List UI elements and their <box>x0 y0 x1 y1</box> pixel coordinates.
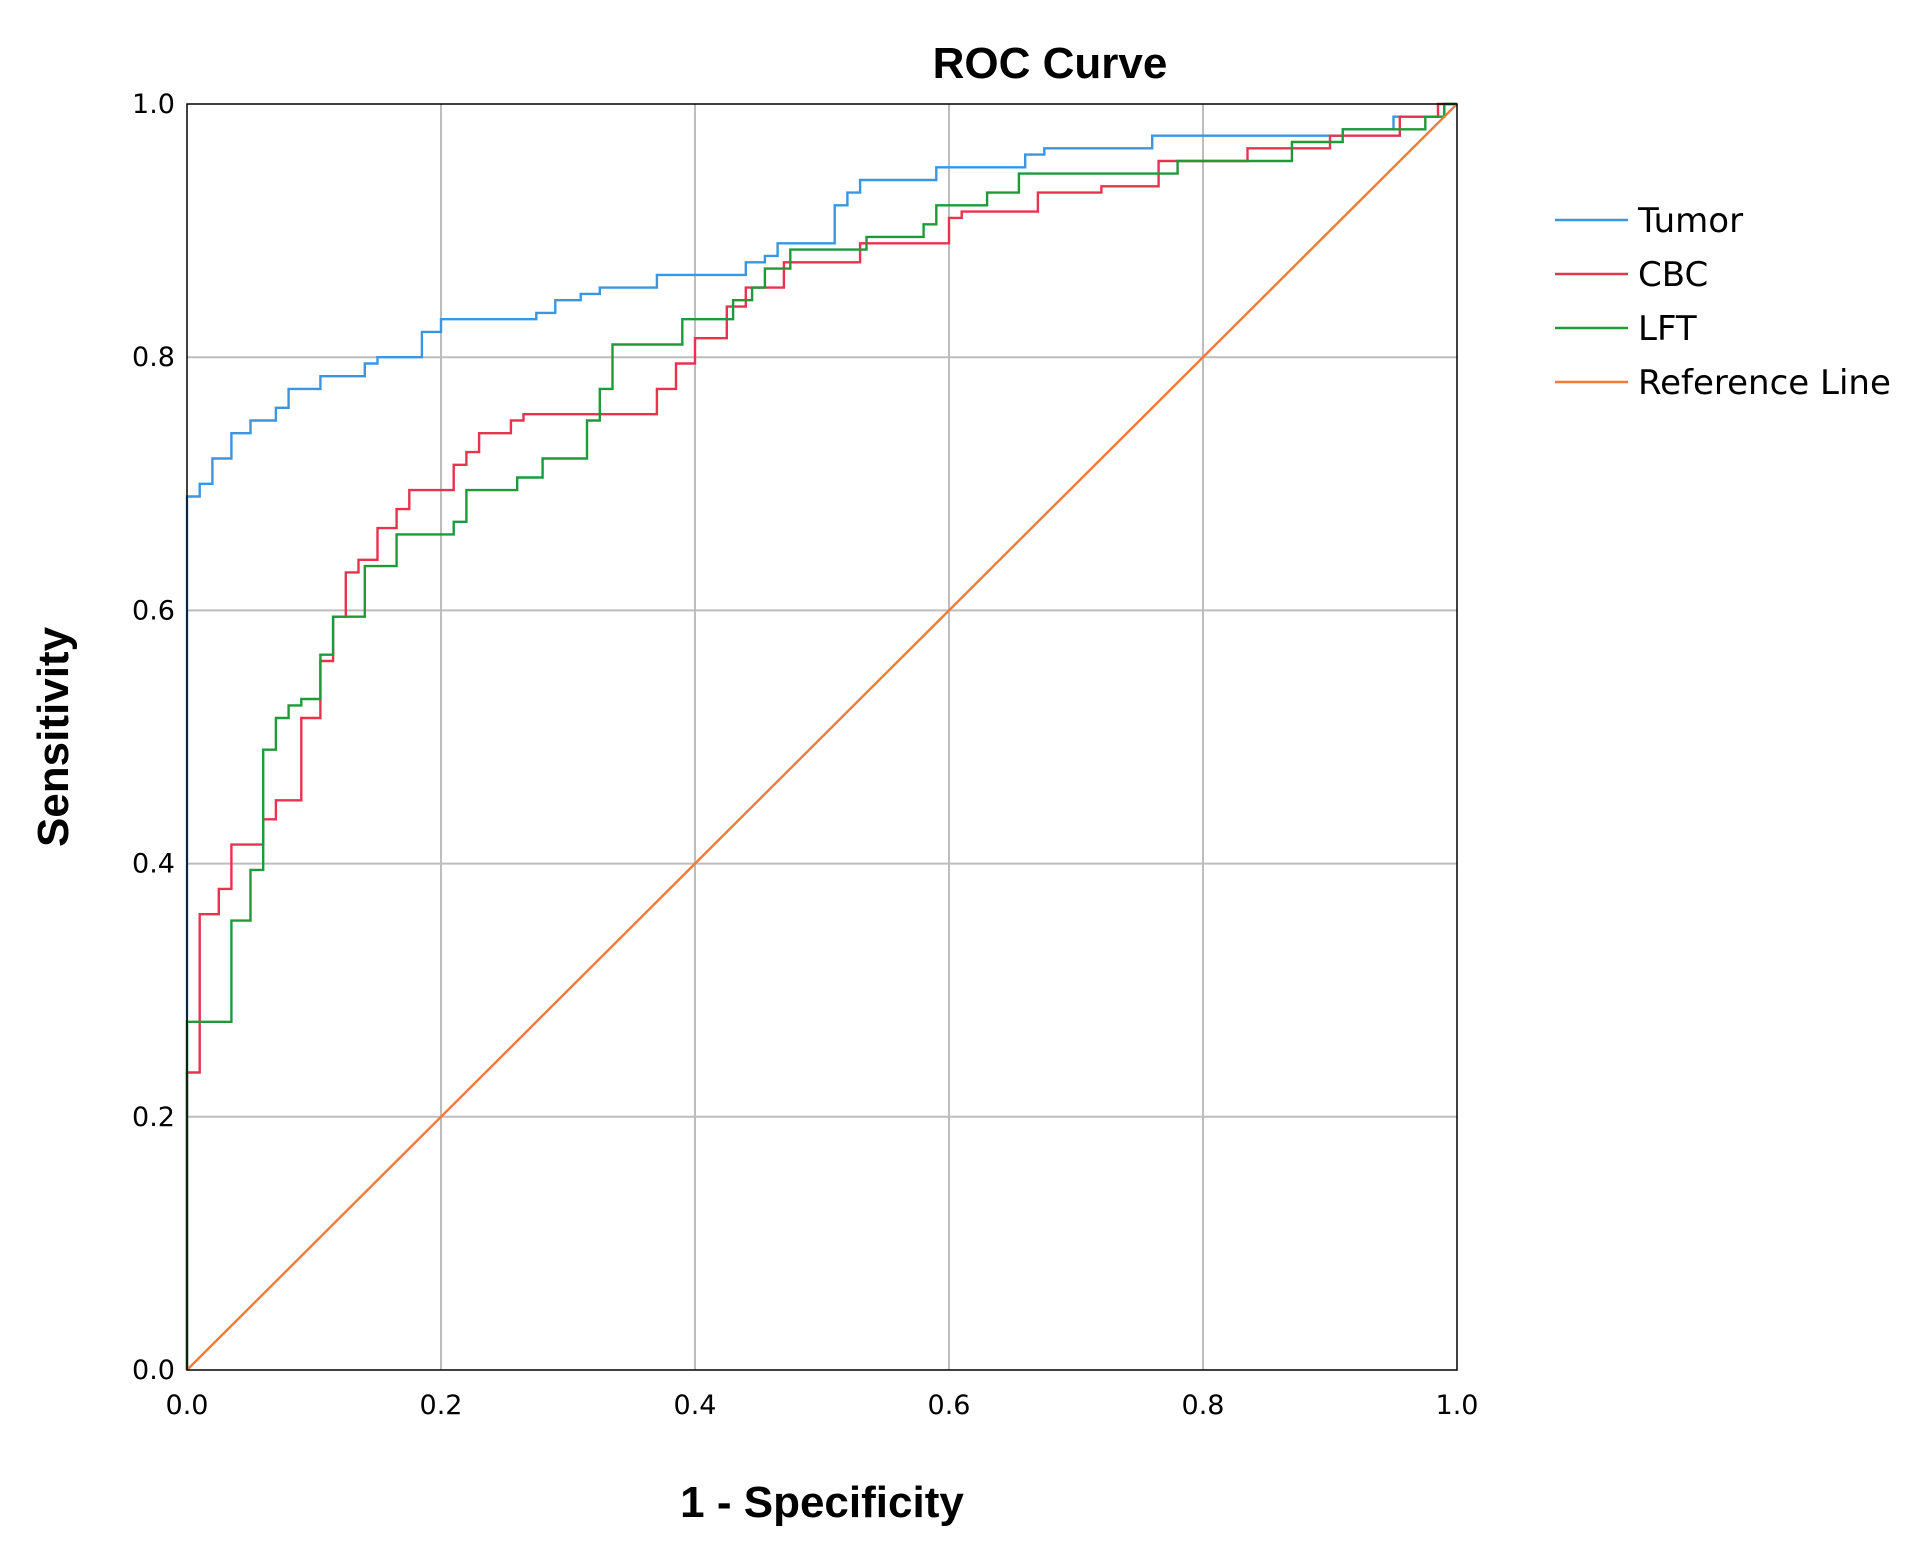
x-tick-label: 0.6 <box>928 1390 971 1421</box>
y-tick-label: 0.2 <box>132 1102 175 1133</box>
plot-area <box>185 102 1458 1371</box>
x-axis-ticks: 0.0 0.2 0.4 0.6 0.8 1.0 <box>166 1390 1479 1421</box>
series-line-lft <box>185 102 1457 1370</box>
series-line-tumor <box>185 102 1457 1370</box>
chart-title: ROC Curve <box>933 39 1168 88</box>
y-axis-label: Sensitivity <box>29 626 78 847</box>
x-tick-label: 0.8 <box>1182 1390 1225 1421</box>
y-tick-label: 0.0 <box>132 1355 175 1386</box>
x-axis-label: 1 - Specificity <box>680 1478 964 1527</box>
y-axis-ticks: 0.0 0.2 0.4 0.6 0.8 1.0 <box>132 89 175 1386</box>
legend-label: CBC <box>1638 255 1708 295</box>
y-tick-label: 0.4 <box>132 849 175 880</box>
y-tick-label: 1.0 <box>132 89 175 120</box>
legend: Tumor CBC LFT Reference Line <box>1555 201 1891 403</box>
y-tick-label: 0.8 <box>132 342 175 373</box>
x-tick-label: 0.2 <box>420 1390 463 1421</box>
x-tick-label: 1.0 <box>1436 1390 1479 1421</box>
legend-label: Tumor <box>1637 201 1743 241</box>
y-tick-label: 0.6 <box>132 595 175 626</box>
series-line-cbc <box>185 102 1457 1370</box>
grid <box>187 104 1457 1370</box>
series-line-reference-line <box>186 103 1458 1371</box>
legend-label: Reference Line <box>1638 363 1891 403</box>
x-tick-label: 0.4 <box>674 1390 717 1421</box>
plot-frame <box>186 103 1458 1371</box>
legend-label: LFT <box>1638 309 1697 349</box>
x-tick-label: 0.0 <box>166 1390 209 1421</box>
